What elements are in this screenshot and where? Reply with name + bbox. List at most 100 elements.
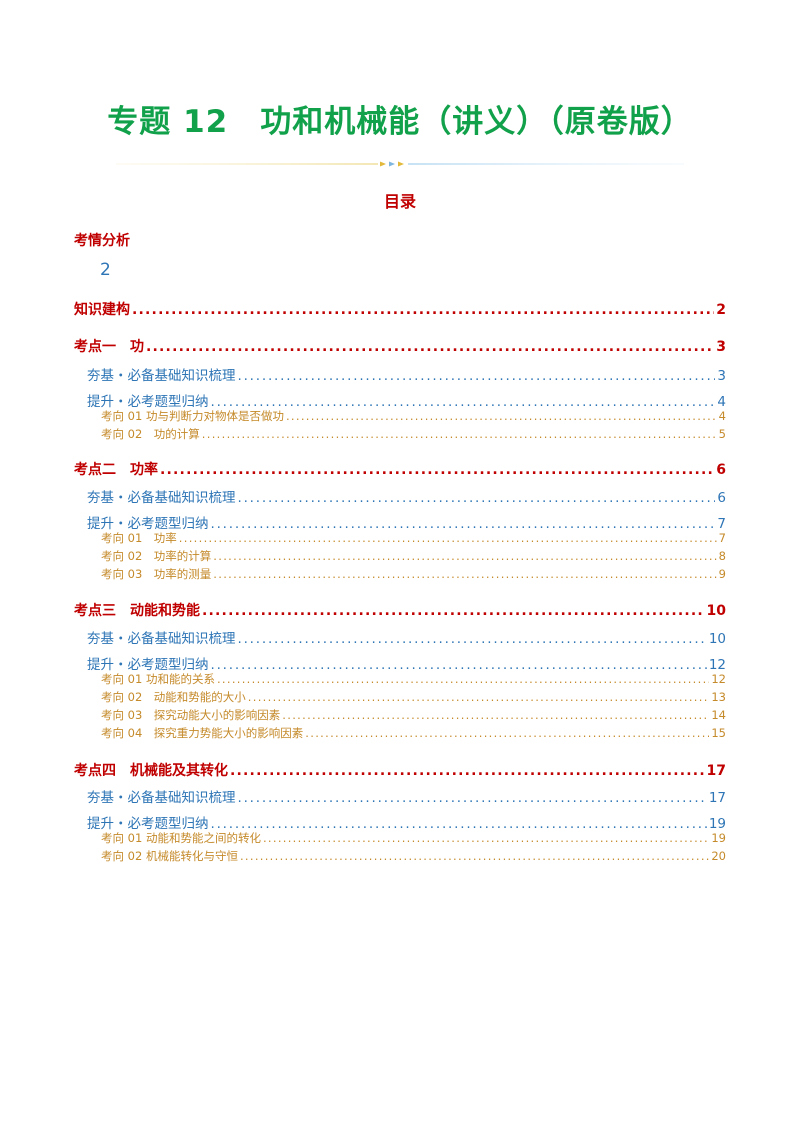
toc-entry[interactable]: 考向 02 机械能转化与守恒..........................…	[101, 848, 726, 864]
toc-entry-label: 考向 01 功率	[101, 531, 177, 545]
toc-entry-label: 考向 02 机械能转化与守恒	[101, 849, 238, 863]
divider-arrow-mid	[389, 161, 395, 167]
toc-entry-label: 提升・必考题型归纳	[87, 394, 209, 410]
dot-leader: ........................................…	[178, 531, 717, 545]
toc-entry-label: 考点一 功	[74, 339, 144, 355]
toc-entry[interactable]: 提升・必考题型归纳...............................…	[87, 812, 726, 832]
document-title: 专题 12 功和机械能（讲义）（原卷版）	[107, 104, 693, 140]
dot-leader: ........................................…	[210, 657, 707, 673]
dot-leader: ........................................…	[210, 816, 707, 832]
toc-entry-label: 提升・必考题型归纳	[87, 816, 209, 832]
dot-leader: ........................................…	[216, 672, 709, 686]
toc-entry-page: 6	[717, 490, 726, 506]
toc-entry-page: 17	[708, 790, 726, 806]
toc-entry-page: 20	[711, 849, 726, 863]
toc-entry-page: 7	[718, 531, 726, 545]
toc-entry-page: 19	[711, 831, 726, 845]
toc-entry-label: 考向 03 功率的测量	[101, 567, 212, 581]
toc-entry-label: 考向 03 探究动能大小的影响因素	[101, 708, 281, 722]
toc-entry[interactable]: 考点四 机械能及其转化.............................…	[74, 760, 726, 780]
toc-entry-label: 夯基・必备基础知识梳理	[87, 368, 236, 384]
toc-entry-label: 考向 02 功的计算	[101, 427, 200, 441]
dot-leader: ........................................…	[160, 462, 715, 478]
dot-leader: ........................................…	[247, 690, 710, 704]
toc-entry[interactable]: 夯基・必备基础知识梳理.............................…	[87, 486, 726, 506]
toc-entry[interactable]: 夯基・必备基础知识梳理.............................…	[87, 364, 726, 384]
dot-leader: ........................................…	[237, 368, 716, 384]
toc-entry-page: 4	[718, 409, 726, 423]
toc-entry-page: 12	[711, 672, 726, 686]
toc-entry-page: 4	[717, 394, 726, 410]
divider-arrow-right	[398, 161, 404, 167]
divider-left-line	[116, 163, 378, 165]
toc-entry[interactable]: 夯基・必备基础知识梳理.............................…	[87, 627, 726, 647]
toc-entry-label: 知识建构	[74, 302, 130, 318]
dot-leader: ........................................…	[210, 516, 716, 532]
toc-entry[interactable]: 考向 01 功率................................…	[101, 530, 726, 546]
toc-entry[interactable]: 考向 02 功的计算..............................…	[101, 426, 726, 442]
toc-entry[interactable]: 考向 04 探究重力势能大小的影响因素.....................…	[101, 725, 726, 741]
toc-entry[interactable]: 提升・必考题型归纳...............................…	[87, 390, 726, 410]
toc-entry[interactable]: 知识建构....................................…	[74, 299, 726, 319]
toc-entry[interactable]: 考点一 功...................................…	[74, 336, 726, 356]
toc-entry[interactable]: 考点二 功率..................................…	[74, 459, 726, 479]
toc-entry-label: 考向 01 功和能的关系	[101, 672, 215, 686]
toc-entry[interactable]: 考向 01 动能和势能之间的转化........................…	[101, 830, 726, 846]
dot-leader: ........................................…	[202, 603, 705, 619]
dot-leader: ........................................…	[201, 427, 717, 441]
toc-entry-label: 考点四 机械能及其转化	[74, 763, 228, 779]
toc-entry-page: 9	[718, 567, 726, 581]
dot-leader: ........................................…	[285, 409, 717, 423]
dot-leader: ........................................…	[239, 849, 709, 863]
toc-entry-page: 13	[711, 690, 726, 704]
toc-entry-label: 考点三 动能和势能	[74, 603, 200, 619]
toc-entry-label: 考向 01 功与判断力对物体是否做功	[101, 409, 284, 423]
toc-entry-label: 夯基・必备基础知识梳理	[87, 790, 236, 806]
toc-entry-page: 3	[717, 368, 726, 384]
dot-leader: ........................................…	[305, 726, 710, 740]
divider-right-line	[408, 163, 684, 165]
toc-entry[interactable]: 考点三 动能和势能...............................…	[74, 600, 726, 620]
dot-leader: ........................................…	[132, 302, 714, 318]
toc-entry-page: 6	[716, 462, 726, 478]
toc-entry[interactable]: 考向 03 探究动能大小的影响因素.......................…	[101, 707, 726, 723]
toc-entry-page: 10	[708, 631, 726, 647]
toc-entry-label: 提升・必考题型归纳	[87, 657, 209, 673]
toc-entry-page: 12	[708, 657, 726, 673]
dot-leader: ........................................…	[213, 549, 716, 563]
dot-leader: ........................................…	[237, 490, 716, 506]
toc-entry-kaoqing-label[interactable]: 考情分析	[74, 233, 130, 249]
toc-entry-kaoqing-page[interactable]: 2	[100, 260, 111, 280]
toc-entry-label: 夯基・必备基础知识梳理	[87, 490, 236, 506]
toc-entry[interactable]: 考向 01 功和能的关系............................…	[101, 671, 726, 687]
toc-entry-page: 17	[706, 763, 726, 779]
dot-leader: ........................................…	[237, 631, 707, 647]
dot-leader: ........................................…	[282, 708, 709, 722]
toc-entry-page: 14	[711, 708, 726, 722]
toc-entry-page: 15	[711, 726, 726, 740]
toc-entry-page: 10	[706, 603, 726, 619]
toc-entry-page: 3	[716, 339, 726, 355]
toc-heading: 目录	[383, 192, 416, 211]
dot-leader: ........................................…	[262, 831, 709, 845]
divider-arrow-left	[380, 161, 386, 167]
toc-entry[interactable]: 提升・必考题型归纳...............................…	[87, 512, 726, 532]
dot-leader: ........................................…	[210, 394, 716, 410]
toc-entry[interactable]: 考向 02 动能和势能的大小..........................…	[101, 689, 726, 705]
toc-entry-page: 5	[718, 427, 726, 441]
toc-entry-page: 8	[718, 549, 726, 563]
toc-entry-page: 2	[716, 302, 726, 318]
toc-entry-label: 考向 02 动能和势能的大小	[101, 690, 246, 704]
toc-entry[interactable]: 夯基・必备基础知识梳理.............................…	[87, 786, 726, 806]
toc-entry[interactable]: 提升・必考题型归纳...............................…	[87, 653, 726, 673]
toc-entry-page: 19	[708, 816, 726, 832]
toc-entry[interactable]: 考向 03 功率的测量.............................…	[101, 566, 726, 582]
title-divider	[116, 161, 684, 167]
toc-entry-label: 考向 01 动能和势能之间的转化	[101, 831, 261, 845]
toc-entry[interactable]: 考向 01 功与判断力对物体是否做功......................…	[101, 408, 726, 424]
dot-leader: ........................................…	[146, 339, 714, 355]
toc-entry-label: 考点二 功率	[74, 462, 158, 478]
toc-entry[interactable]: 考向 02 功率的计算.............................…	[101, 548, 726, 564]
dot-leader: ........................................…	[230, 763, 705, 779]
dot-leader: ........................................…	[237, 790, 707, 806]
